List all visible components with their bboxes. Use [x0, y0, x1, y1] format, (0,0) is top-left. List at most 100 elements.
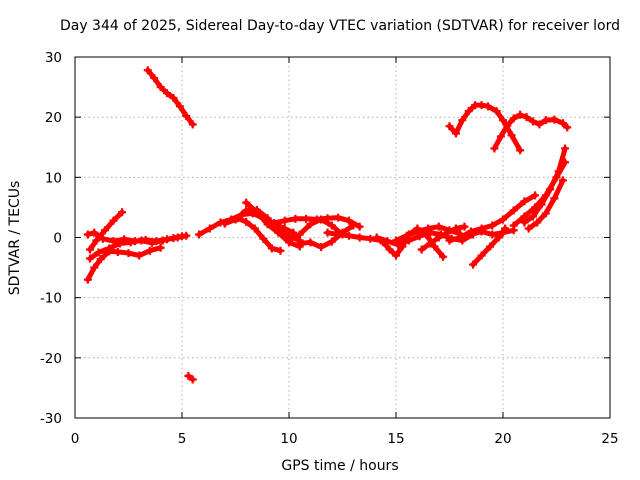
data-point	[507, 131, 516, 140]
data-point	[259, 234, 268, 243]
data-point	[92, 236, 101, 245]
data-point	[291, 214, 300, 223]
data-point	[451, 224, 460, 233]
data-point	[415, 232, 424, 241]
data-point	[306, 220, 315, 229]
data-point	[486, 242, 495, 251]
data-point	[250, 224, 259, 233]
data-point	[439, 252, 448, 261]
data-point	[385, 245, 394, 254]
data-point	[280, 216, 289, 225]
y-tick-label: 0	[53, 231, 62, 247]
data-point	[533, 218, 542, 227]
data-point	[270, 219, 279, 228]
y-tick-label: -20	[40, 351, 62, 367]
data-point	[458, 116, 467, 125]
data-point	[85, 245, 94, 254]
data-point	[344, 216, 353, 225]
data-point	[178, 232, 186, 241]
data-point	[460, 222, 469, 231]
data-point	[464, 107, 473, 116]
data-point	[434, 222, 443, 231]
data-point	[83, 275, 92, 284]
data-point	[524, 224, 533, 233]
data-point	[83, 230, 92, 239]
chart-title: Day 344 of 2025, Sidereal Day-to-day VTE…	[60, 18, 620, 34]
data-point	[509, 221, 518, 230]
data-point	[520, 197, 529, 206]
data-point	[118, 208, 127, 217]
data-point	[220, 219, 229, 228]
data-point	[124, 249, 133, 258]
data-point	[184, 371, 193, 380]
data-point	[242, 206, 251, 215]
data-point	[417, 245, 426, 254]
data-point	[558, 119, 567, 128]
x-tick-label: 15	[387, 431, 404, 447]
data-point	[484, 102, 493, 111]
data-point	[327, 237, 336, 246]
data-point	[522, 113, 531, 122]
data-point	[496, 132, 505, 141]
data-point	[158, 236, 167, 245]
data-point	[456, 233, 465, 242]
x-tick-label: 10	[280, 431, 297, 447]
x-tick-label: 25	[601, 431, 618, 447]
data-point	[295, 239, 304, 248]
data-point	[499, 116, 507, 125]
axis-ticks: 0 5 10 15 20 25 -30 -20 -10 0 10 20 30	[40, 50, 619, 447]
data-point	[516, 146, 525, 155]
data-point	[355, 233, 364, 242]
series-line	[447, 102, 523, 153]
data-point	[169, 234, 178, 243]
data-point	[509, 114, 518, 123]
data-point	[135, 251, 144, 260]
data-point	[306, 238, 315, 247]
data-point	[334, 230, 343, 239]
x-tick-label: 20	[494, 431, 511, 447]
data-point	[443, 228, 452, 237]
data-point	[94, 248, 103, 257]
series-line	[526, 177, 566, 231]
data-point	[182, 111, 191, 120]
data-point	[490, 144, 499, 153]
data-point	[520, 218, 529, 227]
data-point	[503, 121, 512, 130]
data-point	[295, 230, 304, 239]
data-point	[90, 263, 99, 272]
data-point	[252, 208, 261, 217]
data-point	[516, 110, 525, 119]
y-tick-label: -10	[40, 291, 62, 307]
data-point	[126, 238, 135, 247]
data-point	[115, 239, 124, 248]
data-point	[509, 206, 518, 215]
data-point	[546, 185, 555, 194]
data-point	[105, 247, 114, 256]
data-point	[466, 230, 475, 239]
data-point	[430, 242, 439, 251]
series-arc-9	[242, 198, 304, 251]
data-point	[205, 224, 214, 233]
data-point	[156, 83, 165, 92]
x-tick-label: 5	[178, 431, 187, 447]
data-point	[90, 228, 99, 237]
series-line	[87, 233, 185, 262]
series-group	[83, 66, 572, 384]
data-point	[267, 244, 276, 253]
data-point	[96, 255, 105, 264]
data-point	[392, 251, 400, 260]
data-point	[372, 233, 381, 242]
data-point	[156, 243, 165, 252]
data-point	[285, 236, 293, 245]
data-point	[366, 234, 375, 243]
data-point	[242, 217, 251, 226]
data-point	[550, 194, 559, 203]
data-point	[109, 216, 118, 225]
data-point	[541, 116, 550, 125]
series-arc-2	[85, 208, 127, 254]
data-point	[501, 224, 510, 233]
data-point	[163, 89, 172, 98]
data-point	[421, 230, 430, 239]
data-point	[175, 102, 184, 111]
